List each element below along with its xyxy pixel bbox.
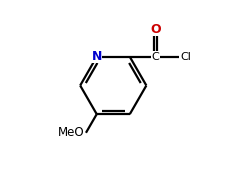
Text: O: O — [149, 23, 160, 36]
Text: C: C — [151, 52, 159, 62]
Text: MeO: MeO — [57, 126, 84, 139]
Text: Cl: Cl — [180, 52, 191, 62]
Text: N: N — [91, 50, 102, 63]
